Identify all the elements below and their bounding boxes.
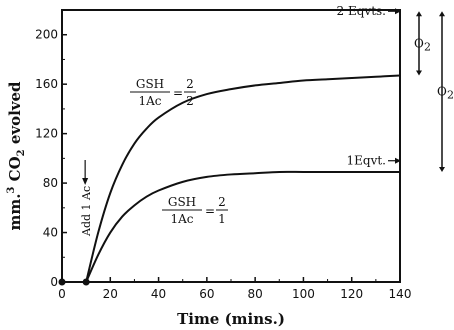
series-label-2: GSH 1Ac =2 1 xyxy=(162,195,228,226)
o2-small-arrow-head-top xyxy=(416,11,422,17)
y-tick-label: 0 xyxy=(50,275,58,289)
series-label-1-num: GSH xyxy=(136,77,164,91)
y-axis-title-main: mm. xyxy=(6,194,24,231)
y-axis-title-end: evolved xyxy=(6,81,24,149)
y-tick-label: 200 xyxy=(35,28,58,42)
series-label-2-ratio-den: 1 xyxy=(218,212,226,226)
o2-small-arrow-label-sub: 2 xyxy=(424,40,431,53)
series-label-1-eq: = xyxy=(173,86,183,100)
x-tick-label: 60 xyxy=(199,287,214,301)
series-line-2 xyxy=(85,170,400,283)
o2-large-arrow-label-sub: 2 xyxy=(447,89,454,102)
series-label-1-den: 1Ac xyxy=(138,94,161,108)
o2-large-arrow-label: O xyxy=(437,85,447,99)
eq2-arrow-head xyxy=(395,8,401,15)
y-tick-label: 40 xyxy=(43,226,58,240)
o2-large-arrow-head-bottom xyxy=(439,166,445,172)
y-tick-label: 120 xyxy=(35,127,58,141)
start-point xyxy=(82,278,90,286)
x-tick-label: 140 xyxy=(389,287,412,301)
series-label-1-ratio-den: 2 xyxy=(186,94,194,108)
y-tick-label: 160 xyxy=(35,77,58,91)
axes xyxy=(61,9,401,283)
eq1-label: 1Eqvt. xyxy=(347,154,387,168)
series-label-2-den: 1Ac xyxy=(170,212,193,226)
x-tick-label: 20 xyxy=(103,287,118,301)
x-tick-label: 0 xyxy=(58,287,66,301)
plot-frame xyxy=(61,9,401,283)
series-label-2-num: GSH xyxy=(168,195,196,209)
eq2-label: 2 Eqvts. xyxy=(337,4,386,18)
y-axis-title-sup: 3 xyxy=(6,187,17,194)
series-label-2-eq: = xyxy=(205,204,215,218)
series-label-2-ratio-num: 2 xyxy=(218,195,226,209)
series xyxy=(58,74,401,286)
o2-small-arrow-head-bottom xyxy=(416,70,422,76)
x-tick-label: 100 xyxy=(292,287,315,301)
eq1-arrow-head xyxy=(395,157,401,164)
y-tick-label: 80 xyxy=(43,176,58,190)
add-arrow-head xyxy=(82,178,89,185)
o2-large-arrow-head-top xyxy=(439,11,445,17)
y-axis-title-sub: 2 xyxy=(16,149,27,156)
series-label-1-ratio-num: 2 xyxy=(186,77,194,91)
x-tick-label: 40 xyxy=(151,287,166,301)
y-axis-title-mid: CO xyxy=(6,156,24,186)
add-label: Add 1 Ac xyxy=(80,186,93,237)
origin-point xyxy=(58,278,66,286)
series-label-1: GSH 1Ac =2 2 xyxy=(130,77,196,108)
series-line-1 xyxy=(85,74,401,283)
o2-small-arrow-label: O xyxy=(414,36,424,50)
x-axis-title: Time (mins.) xyxy=(177,310,285,328)
ticks: 0 20 40 60 80 100 120 140 0 40 80 120 160 200 xyxy=(35,28,411,301)
x-tick-label: 120 xyxy=(340,287,363,301)
y-axis-title: mm.3 CO2 evolved xyxy=(6,81,27,231)
x-tick-label: 80 xyxy=(248,287,263,301)
